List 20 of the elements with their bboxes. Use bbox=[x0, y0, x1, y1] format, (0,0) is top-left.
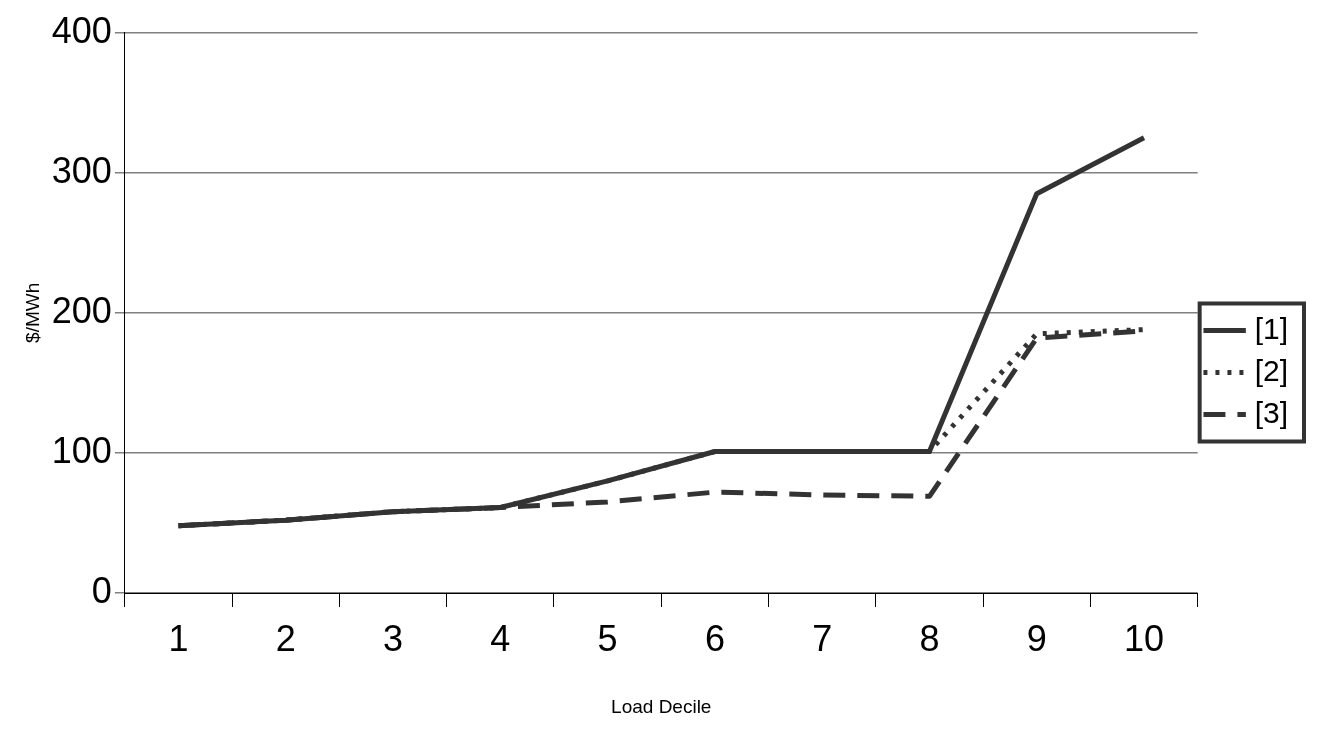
y-tick-label: 300 bbox=[51, 149, 112, 191]
legend-label: [3] bbox=[1254, 395, 1288, 429]
y-tick-label: 400 bbox=[51, 9, 112, 51]
x-tick-label: 6 bbox=[704, 617, 725, 659]
x-tick-label: 8 bbox=[919, 617, 940, 659]
x-tick-label: 1 bbox=[168, 617, 189, 659]
x-tick-label: 4 bbox=[490, 617, 511, 659]
y-axis-title: $/MWh bbox=[21, 282, 43, 343]
x-axis-title: Load Decile bbox=[611, 695, 712, 717]
legend-label: [1] bbox=[1254, 311, 1288, 345]
x-tick-label: 10 bbox=[1123, 617, 1165, 659]
x-tick-label: 3 bbox=[383, 617, 404, 659]
x-tick-label: 7 bbox=[812, 617, 833, 659]
y-tick-label: 200 bbox=[51, 289, 112, 331]
y-tick-label: 0 bbox=[91, 569, 112, 611]
x-tick-label: 5 bbox=[597, 617, 618, 659]
x-tick-label: 9 bbox=[1026, 617, 1047, 659]
x-tick-label: 2 bbox=[275, 617, 296, 659]
legend-label: [2] bbox=[1254, 353, 1288, 387]
y-tick-label: 100 bbox=[51, 429, 112, 471]
